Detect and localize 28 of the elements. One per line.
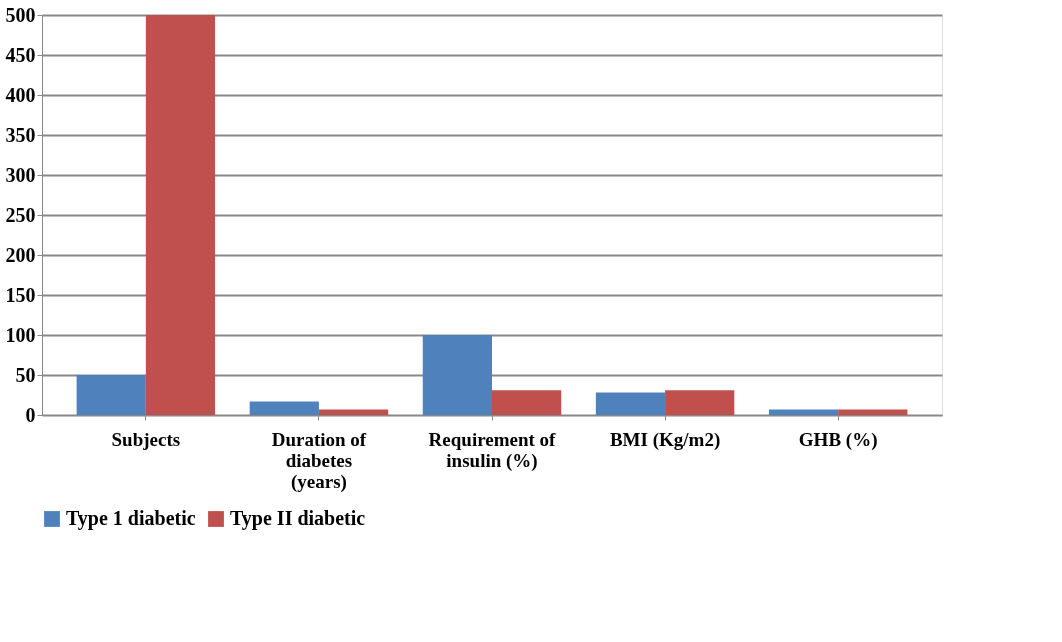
bar [595,392,666,415]
y-tick-label: 50 [15,363,36,386]
x-tick-label: BMI (Kg/m2) [609,428,721,451]
x-tick-label: GHB (%) [798,428,878,451]
x-tick-label: Requirement of insulin (%) [428,428,557,472]
y-tick-label: 100 [5,323,36,346]
y-tick-label: 0 [25,403,36,426]
legend-label: Type II diabetic [230,507,366,530]
y-tick-label: 350 [5,123,36,146]
bar [249,401,319,415]
bar [665,390,735,415]
y-tick-label: 200 [5,243,36,266]
x-tick-label: Duration of diabetes (years) [271,428,367,493]
bar [838,409,908,415]
x-tick-label: Subjects [111,428,181,450]
y-tick-label: 250 [5,203,36,226]
y-tick-label: 150 [5,283,36,306]
bar [492,390,562,415]
bar [768,409,839,415]
y-tick-label: 400 [5,83,36,106]
y-tick-label: 500 [5,3,36,26]
bar [145,15,216,415]
y-tick-label: 300 [5,163,36,186]
y-tick-label: 450 [5,43,36,66]
legend-label: Type 1 diabetic [66,507,196,530]
bar [76,375,146,415]
bar [318,409,389,415]
bar [422,335,492,415]
